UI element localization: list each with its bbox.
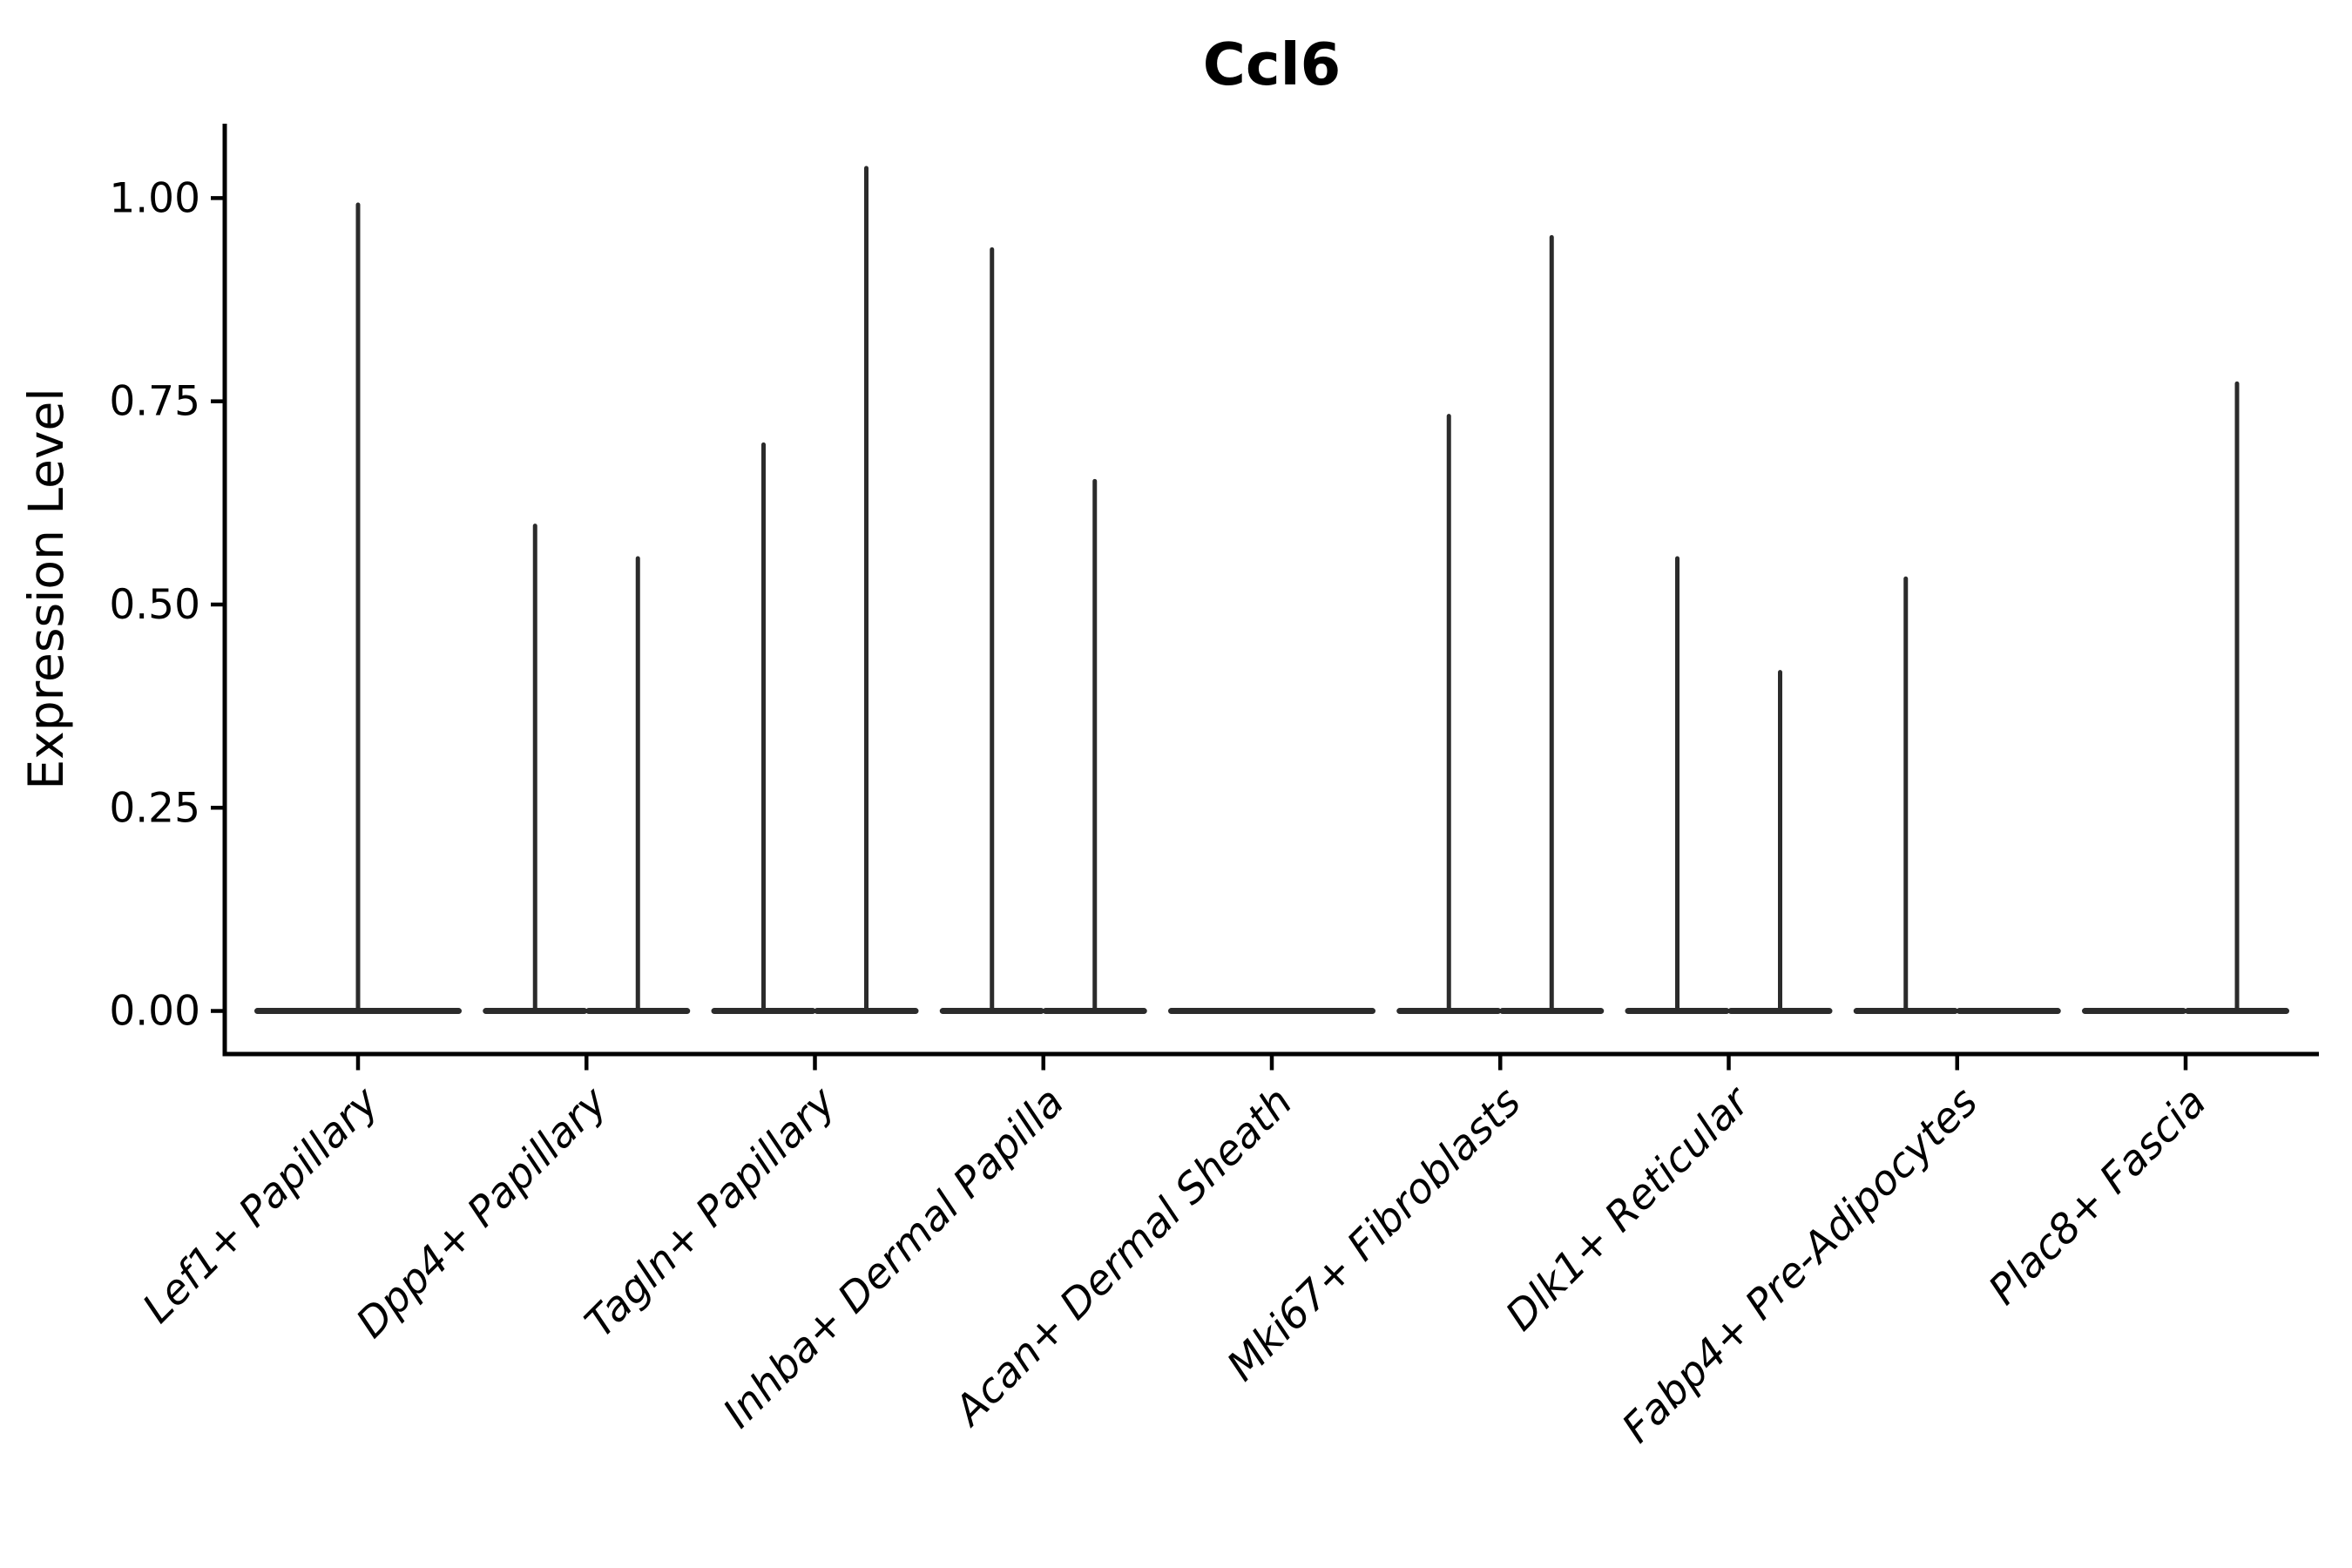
violin-group [1168, 1008, 1375, 1015]
y-tick-label: 0.00 [109, 988, 200, 1036]
y-tick-labels: 0.00 0.25 0.50 0.75 1.00 [109, 174, 200, 1035]
y-axis-label: Expression Level [18, 388, 74, 789]
x-tick-label: Plac8+ Fascia [1979, 1078, 2215, 1315]
violin-group [1396, 234, 1605, 1015]
chart-title: Ccl6 [1203, 30, 1341, 98]
y-tick-label: 0.75 [109, 378, 200, 426]
y-tick-label: 0.50 [109, 581, 200, 629]
y-tick-label: 0.25 [109, 784, 200, 832]
violin-group [2082, 381, 2289, 1015]
violin-group [483, 524, 691, 1015]
violin-group [254, 202, 462, 1015]
axes [211, 124, 2319, 1071]
violin-base [1168, 1008, 1375, 1015]
x-tick-label: Dlk1+ Reticular [1497, 1077, 1761, 1341]
violin-group [939, 247, 1147, 1015]
y-tick-label: 1.00 [109, 174, 200, 222]
violin-base [1956, 1008, 2061, 1015]
violin-group [1853, 576, 2061, 1015]
violins [254, 166, 2289, 1015]
violin-group [711, 166, 919, 1015]
x-tick-label: Lef1+ Papillary [133, 1078, 389, 1333]
x-tick-label: Tagln+ Papillary [576, 1078, 846, 1348]
violin-group [1625, 556, 1833, 1015]
violin-base [2082, 1008, 2186, 1015]
x-tick-label: Dpp4+ Papillary [348, 1078, 618, 1348]
